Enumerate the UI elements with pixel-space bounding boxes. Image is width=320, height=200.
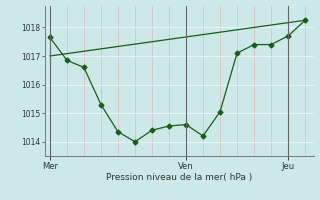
X-axis label: Pression niveau de la mer( hPa ): Pression niveau de la mer( hPa ) bbox=[106, 173, 252, 182]
